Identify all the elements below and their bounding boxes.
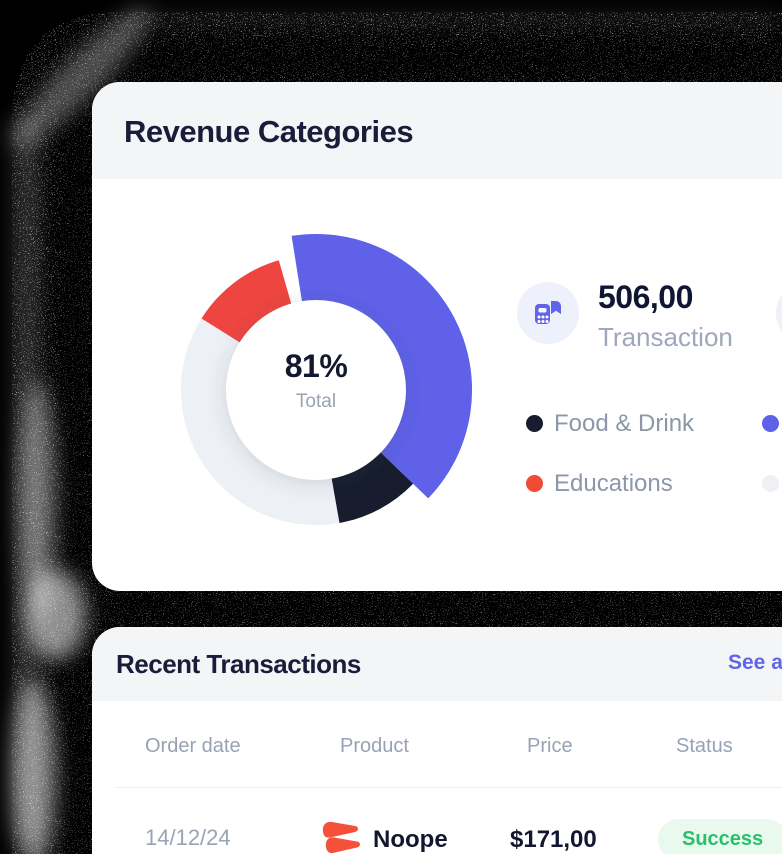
legend-dot-gray [761, 474, 779, 492]
pos-terminal-icon [535, 299, 563, 324]
revenue-donut-chart [180, 233, 473, 526]
transactions-card-title: Recent Transactions [116, 649, 361, 679]
table-divider [116, 787, 782, 788]
donut-center-label: 81% Total [236, 348, 396, 413]
legend-label-educations: Educations [554, 470, 673, 497]
card-header [92, 82, 782, 179]
noope-logo-icon [322, 821, 360, 854]
transaction-count: 506,00 [598, 279, 693, 315]
donut-hole [226, 300, 406, 480]
revenue-card-title: Revenue Categories [124, 114, 414, 149]
column-header-price: Price [527, 735, 573, 757]
recent-transactions-card: Recent Transactions See all Order date P… [92, 627, 782, 854]
transaction-count-label: Transaction [598, 322, 733, 352]
column-header-status: Status [676, 735, 733, 757]
cell-price: $171,00 [510, 826, 597, 853]
legend-dot-educations [525, 474, 543, 492]
cell-order-date: 14/12/24 [145, 825, 231, 850]
revenue-categories-card: Revenue Categories 81% Total 506,00 Tran… [92, 82, 782, 591]
transaction-stat-icon-circle [517, 282, 579, 344]
secondary-stat-icon-circle [776, 282, 782, 344]
column-header-product: Product [340, 735, 409, 757]
see-all-link[interactable]: See all [728, 651, 782, 674]
cell-product-name: Noope [373, 826, 448, 853]
donut-total-caption: Total [295, 391, 337, 412]
status-badge-success: Success [658, 819, 782, 854]
donut-total-percent: 81% [284, 348, 348, 384]
card-header [92, 627, 782, 701]
legend-dot-purple [761, 414, 779, 432]
legend-dot-food-drink [525, 414, 543, 432]
legend-label-food-drink: Food & Drink [554, 410, 695, 437]
column-header-order-date: Order date [145, 735, 241, 757]
